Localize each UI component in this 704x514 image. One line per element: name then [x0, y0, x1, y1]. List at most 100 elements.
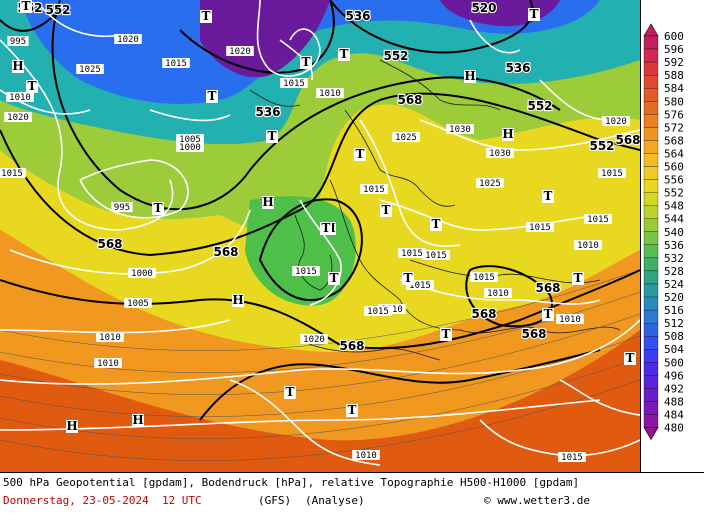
legend-tick-label: 584 [664, 82, 684, 95]
pressure-label-bg [280, 78, 308, 88]
isobar [539, 79, 611, 121]
pressure-label-bg [96, 332, 124, 342]
low-pressure-symbol: T [544, 189, 553, 203]
isobar [256, 0, 321, 77]
legend-tick-label: 592 [664, 56, 684, 69]
warm-air-region [0, 330, 640, 472]
low-pressure-bg [430, 218, 442, 231]
geopotential-label: 552 [527, 99, 552, 113]
geopotential-label: 568 [471, 307, 496, 321]
pressure-label-bg [378, 304, 406, 314]
isobar [149, 109, 231, 122]
low-pressure-symbol: T [530, 7, 539, 21]
legend-tick-label: 480 [664, 422, 684, 435]
low-pressure-bg [624, 352, 636, 365]
geopotential-label: 568 [339, 339, 364, 353]
pressure-label: 1015 [283, 79, 305, 89]
legend-tick-label: 520 [664, 291, 684, 304]
pressure-label: 1015 [561, 453, 583, 463]
isobar [0, 39, 174, 231]
coastline [249, 89, 301, 107]
pressure-label: 1020 [605, 117, 627, 127]
legend-tick-label: 580 [664, 95, 684, 108]
low-pressure-symbol: T [330, 271, 339, 285]
pressure-label-bg [470, 272, 498, 282]
geopotential-label: 568 [615, 133, 640, 147]
low-pressure-symbol: T [432, 217, 441, 231]
relative-topography-contour [0, 379, 640, 461]
low-pressure-bg [266, 130, 278, 143]
high-pressure-bg [262, 196, 274, 209]
geopotential-label: 568 [397, 93, 422, 107]
legend-top-arrow [643, 23, 659, 37]
pressure-label: 1030 [489, 149, 511, 159]
low-pressure-symbol: T [544, 307, 553, 321]
pressure-label: 1015 [165, 59, 187, 69]
pressure-label-bg [128, 268, 156, 278]
legend-tick-label: 512 [664, 317, 684, 330]
pressure-label-bg [406, 280, 434, 290]
isobar [469, 19, 521, 54]
legend-swatch [643, 35, 659, 50]
geopotential-contour [0, 9, 61, 32]
caption-credit: © www.wetter3.de [484, 494, 590, 507]
geopotential-label: 536 [255, 105, 280, 119]
legend-swatch [643, 192, 659, 206]
pressure-label-bg [111, 202, 133, 212]
legend-swatch [643, 414, 659, 428]
pressure-label: 1010 [355, 451, 377, 461]
low-pressure-bg [200, 10, 212, 23]
legend-swatch [643, 401, 659, 415]
caption-description: 500 hPa Geopotential [gpdam], Bodendruck… [3, 476, 580, 489]
legend-swatch [643, 388, 659, 402]
pressure-label: 1010 [319, 89, 341, 99]
color-legend: 600 596 592 588 584 580 576 572 568 564 560 556 552 5… [640, 0, 704, 472]
pressure-label: 1005 [127, 299, 149, 309]
high-pressure-symbol: H [132, 413, 143, 427]
pressure-label: 1010 [99, 333, 121, 343]
low-pressure-symbol: T [348, 403, 357, 417]
pressure-label-bg [392, 132, 420, 142]
legend-swatch [643, 61, 659, 76]
legend-swatch [643, 75, 659, 89]
legend-swatch [643, 283, 659, 298]
high-pressure-symbol: H [66, 419, 77, 433]
weather-map: 5525525365205365525365525685685685685525… [0, 0, 641, 472]
low-pressure-bg [528, 8, 540, 21]
isobar [359, 119, 461, 247]
low-pressure-bg [346, 404, 358, 417]
legend-tick-label: 560 [664, 161, 684, 174]
legend-tick-label: 540 [664, 226, 684, 239]
legend-tick-label: 524 [664, 278, 684, 291]
isobar [559, 379, 640, 416]
pressure-label-bg [422, 250, 450, 260]
low-pressure-bg [300, 56, 312, 69]
pressure-label-bg [316, 88, 344, 98]
pressure-label: 1010 [381, 305, 403, 315]
pressure-label-bg [484, 288, 512, 298]
low-pressure-symbol: T [22, 0, 31, 13]
pressure-label: 1015 [1, 169, 23, 179]
low-pressure-symbol: T [404, 271, 413, 285]
low-pressure-symbol: T [322, 221, 331, 235]
high-pressure-symbol: H [12, 59, 23, 73]
legend-tick-label: 564 [664, 147, 684, 160]
cold-air-region [20, 0, 600, 104]
legend-swatch [643, 140, 659, 154]
pressure-label-bg [446, 124, 474, 134]
legend-tick-label: 588 [664, 69, 684, 82]
low-pressure-bg [542, 308, 554, 321]
map-caption: 500 hPa Geopotential [gpdam], Bodendruck… [0, 472, 704, 514]
legend-swatch [643, 205, 659, 219]
geopotential-contour [179, 0, 335, 74]
geopotential-label: 552 [383, 49, 408, 63]
low-pressure-bg [440, 328, 452, 341]
high-pressure-bg [232, 294, 244, 307]
low-pressure-symbol: T [268, 129, 277, 143]
pressure-label: 1015 [473, 273, 495, 283]
legend-swatch [643, 322, 659, 337]
geopotential-contour [0, 92, 640, 257]
legend-bottom-arrow [643, 427, 659, 441]
low-pressure-bg [338, 48, 350, 61]
pressure-label-bg [584, 214, 612, 224]
